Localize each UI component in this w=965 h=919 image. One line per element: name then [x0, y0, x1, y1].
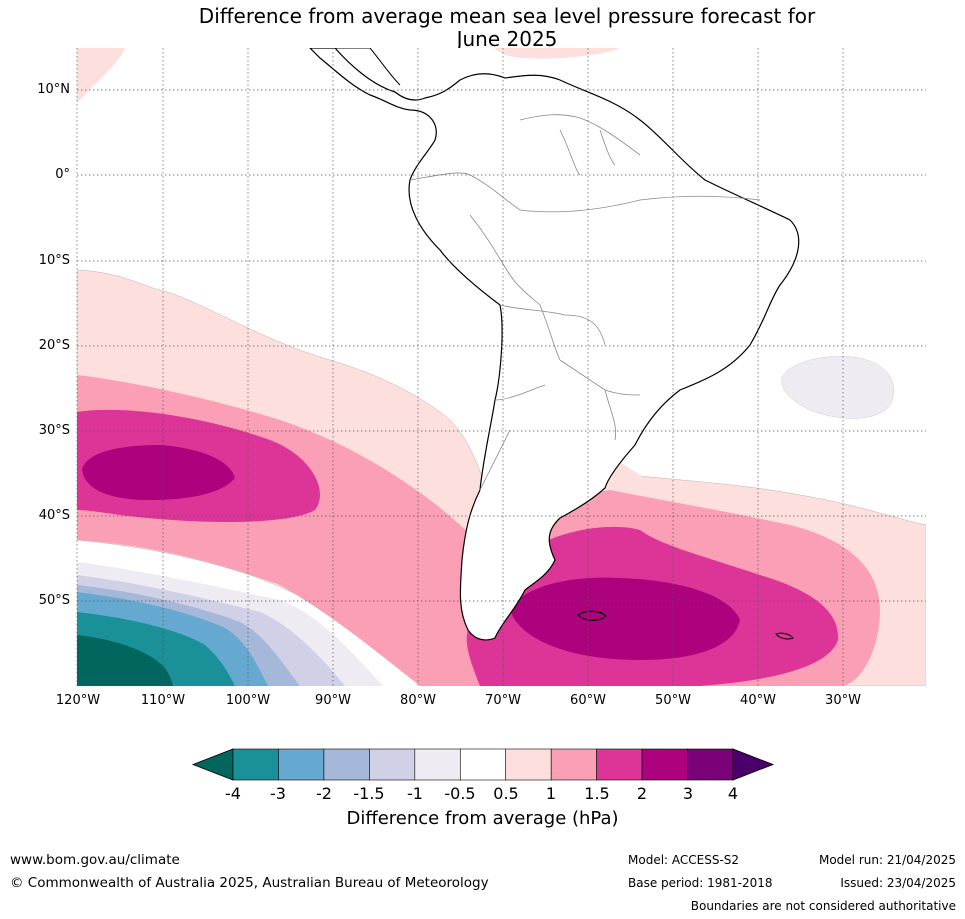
colorbar-segment: [278, 748, 325, 781]
colorbar-tick: 0.5: [493, 784, 519, 803]
colorbar-segment: [369, 748, 416, 781]
colorbar-segment: [641, 748, 688, 781]
lon-label-40w: 40°W: [740, 693, 776, 708]
map-title-line-1: Difference from average mean sea level p…: [198, 4, 816, 28]
colorbar-segment: [505, 748, 552, 781]
colorbar-segment: [323, 748, 370, 781]
lon-label-110w: 110°W: [140, 693, 186, 708]
contour-pos-0-5-northwest: [77, 48, 125, 103]
lon-label-100w: 100°W: [225, 693, 271, 708]
central-america-land: [335, 48, 401, 86]
lon-label-80w: 80°W: [400, 693, 436, 708]
contour-neg-4: [77, 635, 173, 686]
footer-copyright: © Commonwealth of Australia 2025, Austra…: [10, 875, 489, 891]
lon-label-120w: 120°W: [55, 693, 101, 708]
colorbar-title: Difference from average (hPa): [346, 808, 619, 829]
lat-label-20s: 20°S: [38, 338, 70, 353]
lat-label-50s: 50°S: [38, 593, 70, 608]
colorbar-under-triangle: [191, 748, 234, 781]
footer-base-period: Base period: 1981-2018: [628, 876, 773, 890]
lat-label-10n: 10°N: [37, 82, 70, 97]
lat-label-10s: 10°S: [38, 253, 70, 268]
footer-boundaries-note: Boundaries are not considered authoritat…: [690, 899, 956, 913]
contour-neg-0-5-atlantic: [781, 356, 894, 419]
country-boundaries: [409, 114, 761, 491]
footer-issued: Issued: 23/04/2025: [840, 876, 956, 890]
lat-label-40s: 40°S: [38, 508, 70, 523]
colorbar-segment: [459, 748, 507, 781]
colorbar-tick: -3: [270, 784, 286, 803]
contour-pos-2-west: [82, 445, 235, 500]
falkland-islands: [577, 610, 607, 621]
map-title: Difference from average mean sea level p…: [0, 5, 965, 51]
lon-label-30w: 30°W: [825, 693, 861, 708]
south-georgia-island: [775, 632, 794, 640]
lat-label-30s: 30°S: [38, 423, 70, 438]
colorbar-tick: -0.5: [444, 784, 476, 803]
lon-label-60w: 60°W: [570, 693, 606, 708]
south-america-land: [309, 48, 800, 641]
colorbar-tick: -1.5: [353, 784, 385, 803]
map-title-line-2: June 2025: [456, 27, 558, 51]
colorbar-tick: -1: [407, 784, 423, 803]
contour-pos-2-east: [510, 577, 740, 660]
colorbar-segment: [596, 748, 643, 781]
footer-model-run: Model run: 21/04/2025: [818, 853, 956, 867]
colorbar-segment: [414, 748, 461, 781]
colorbar-tick: 4: [727, 784, 739, 803]
map-gridlines: [76, 48, 926, 686]
colorbar-tick: -2: [316, 784, 332, 803]
colorbar-tick: 3: [682, 784, 694, 803]
colorbar-over-triangle: [732, 748, 775, 781]
colorbar-tick: 1: [545, 784, 557, 803]
footer-model: Model: ACCESS-S2: [628, 853, 740, 867]
colorbar-tick: -4: [225, 784, 241, 803]
footer-url: www.bom.gov.au/climate: [10, 852, 180, 868]
lon-label-50w: 50°W: [655, 693, 691, 708]
lat-label-0: 0°: [55, 167, 70, 182]
contour-pos-0-5-north: [495, 48, 620, 59]
colorbar-tick: 1.5: [584, 784, 610, 803]
lon-label-70w: 70°W: [485, 693, 521, 708]
forecast-map: [76, 48, 926, 686]
map-contours: [77, 48, 926, 686]
lon-label-90w: 90°W: [315, 693, 351, 708]
colorbar-tick: 2: [636, 784, 648, 803]
colorbar-segment: [550, 748, 597, 781]
colorbar-segment: [687, 748, 734, 781]
colorbar: [191, 748, 775, 781]
colorbar-segment: [232, 748, 279, 781]
